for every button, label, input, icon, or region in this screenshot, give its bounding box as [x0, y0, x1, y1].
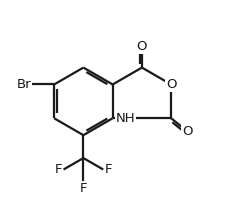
Text: F: F: [104, 163, 111, 176]
Text: F: F: [55, 163, 62, 176]
Text: Br: Br: [16, 78, 31, 91]
Text: O: O: [181, 125, 192, 138]
Text: O: O: [136, 40, 147, 53]
Text: F: F: [79, 182, 87, 195]
Text: NH: NH: [115, 112, 135, 125]
Text: O: O: [165, 78, 176, 91]
